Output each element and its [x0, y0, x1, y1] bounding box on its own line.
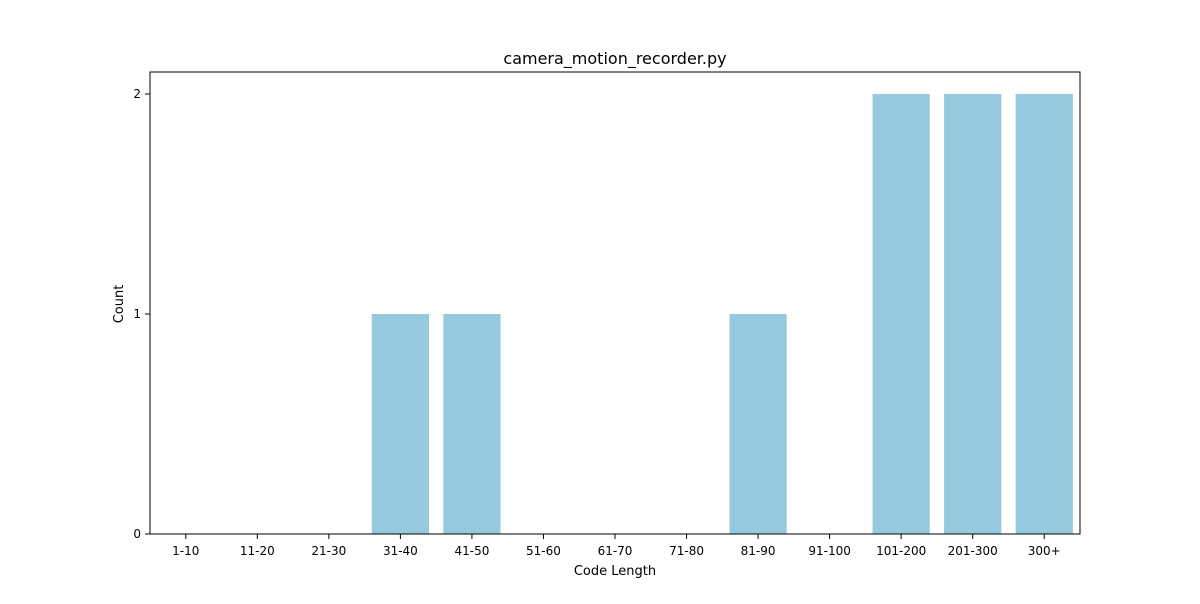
x-tick-label: 11-20	[240, 544, 275, 558]
y-tick-label: 1	[133, 307, 141, 321]
x-tick-label: 91-100	[808, 544, 851, 558]
x-tick-label: 61-70	[598, 544, 633, 558]
axes-layer: 1-10 11-20 21-30 31-40 41-50 51-60 61-70 71-80 8…	[133, 71, 1081, 558]
x-axis-label: Code Length	[574, 564, 656, 579]
plot-frame	[149, 71, 1081, 535]
x-tick-label: 41-50	[454, 544, 489, 558]
x-tick-label: 21-30	[311, 544, 346, 558]
bar-81-90	[729, 314, 787, 534]
bar-41-50	[443, 314, 501, 534]
x-tick-label: 51-60	[526, 544, 561, 558]
x-tick-label: 1-10	[172, 544, 199, 558]
x-tick-label: 81-90	[741, 544, 776, 558]
y-tick-label: 2	[133, 87, 141, 101]
x-tick-label: 71-80	[669, 544, 704, 558]
y-tick-label: 0	[133, 527, 141, 541]
bar-300+	[1015, 94, 1073, 534]
x-tick-label: 31-40	[383, 544, 418, 558]
bars-layer	[371, 94, 1073, 534]
x-tick-label: 300+	[1028, 544, 1061, 558]
y-axis-label: Count	[112, 285, 127, 324]
bar-101-200	[872, 94, 930, 534]
bar-31-40	[371, 314, 429, 534]
chart-title: camera_motion_recorder.py	[503, 49, 726, 69]
bar-201-300	[944, 94, 1002, 534]
x-tick-label: 201-300	[948, 544, 998, 558]
x-tick-label: 101-200	[876, 544, 926, 558]
